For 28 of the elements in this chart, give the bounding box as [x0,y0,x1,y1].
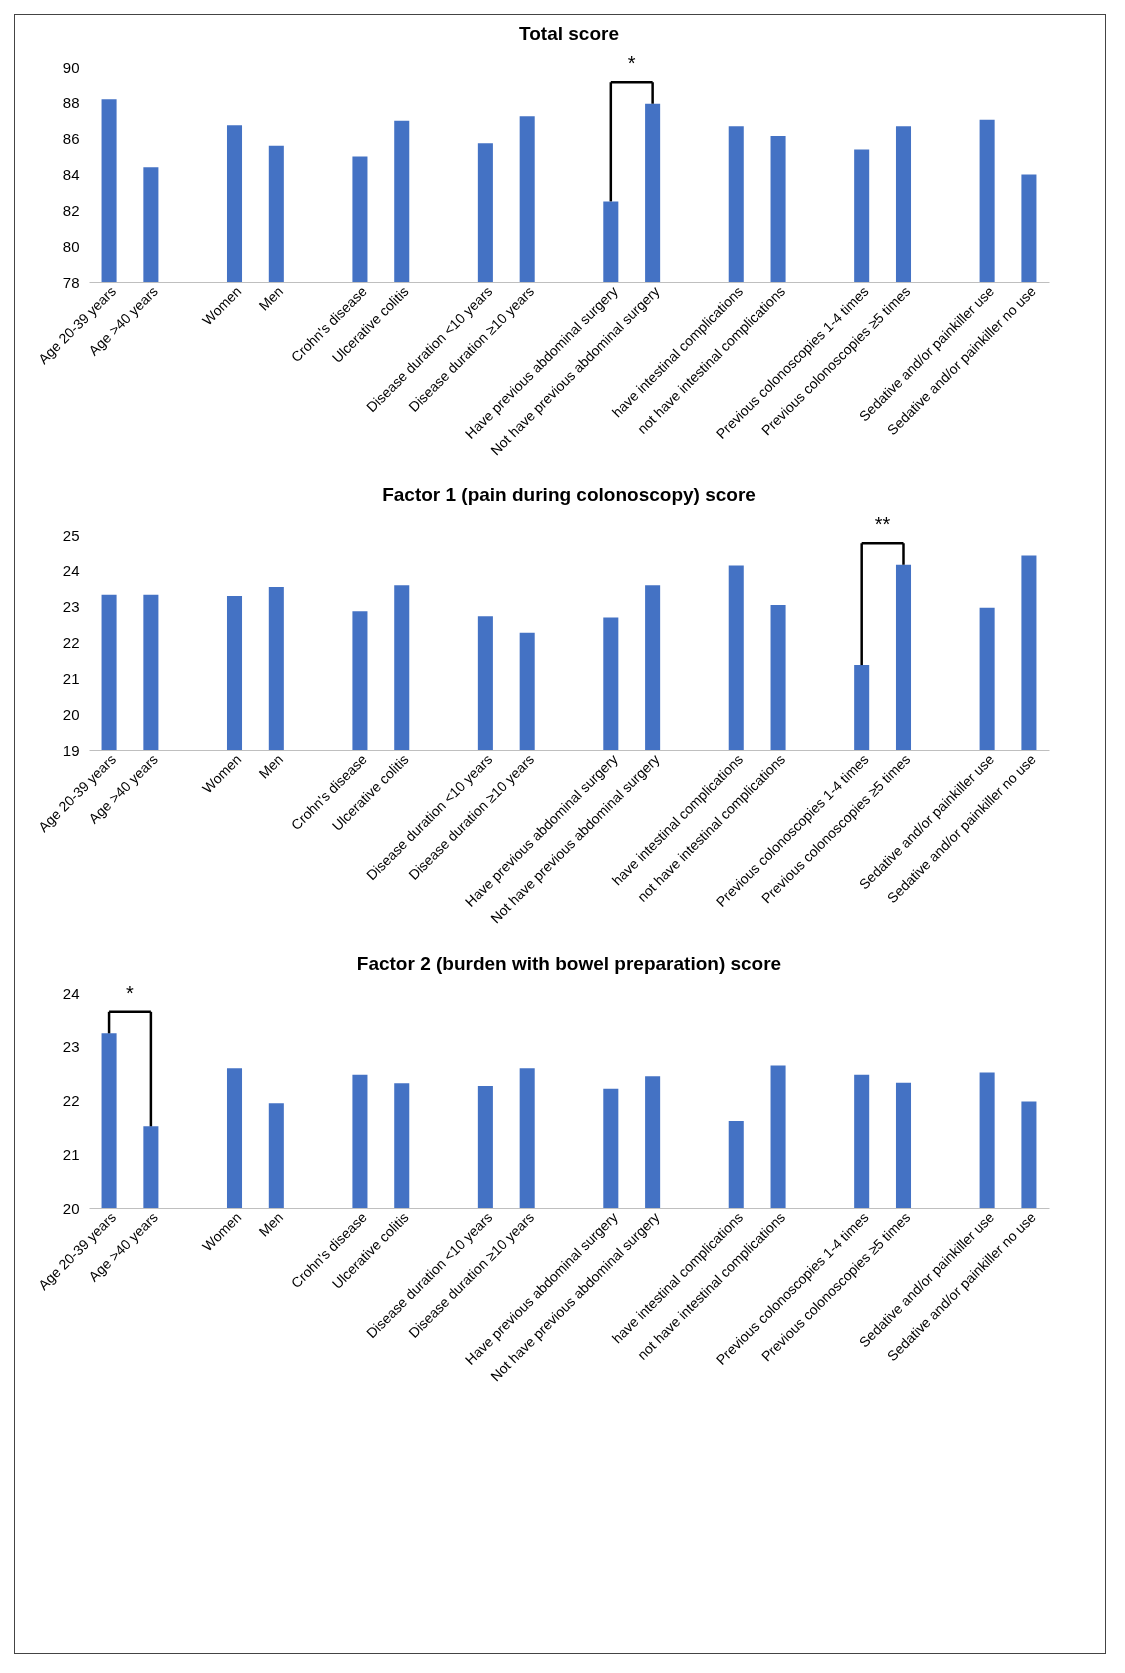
y-tick-label: 78 [62,273,80,291]
y-tick-label: 86 [62,130,80,148]
annotation: * [627,52,636,75]
chart-title: Factor 1 (pain during colonoscopy) score [382,484,756,506]
y-tick-label: 88 [62,94,80,112]
y-tick-label: 22 [62,634,80,651]
y-tick-label: 21 [62,1145,80,1163]
y-tick-label: 82 [62,201,80,219]
y-tick-label: 21 [62,669,80,687]
chart-title: Total score [519,23,619,45]
y-tick-label: 20 [62,1199,80,1217]
annotation: * [126,981,135,1004]
y-tick-label: 23 [62,1038,80,1056]
x-tick-label: Men [255,1209,287,1240]
y-tick-label: 24 [62,562,80,580]
y-tick-label: 23 [62,598,80,616]
y-tick-label: 90 [62,58,80,76]
y-tick-label: 84 [62,166,80,183]
annotation: ** [874,513,891,536]
chart-title: Factor 2 (burden with bowel preparation) score [356,952,782,974]
y-tick-label: 24 [62,984,80,1002]
x-tick-label: Men [255,751,287,782]
x-tick-label: Men [255,283,287,314]
y-tick-label: 19 [62,741,80,759]
y-tick-label: 25 [62,526,80,544]
y-tick-label: 80 [62,237,80,255]
y-tick-label: 20 [62,705,80,723]
y-tick-label: 22 [62,1092,80,1109]
